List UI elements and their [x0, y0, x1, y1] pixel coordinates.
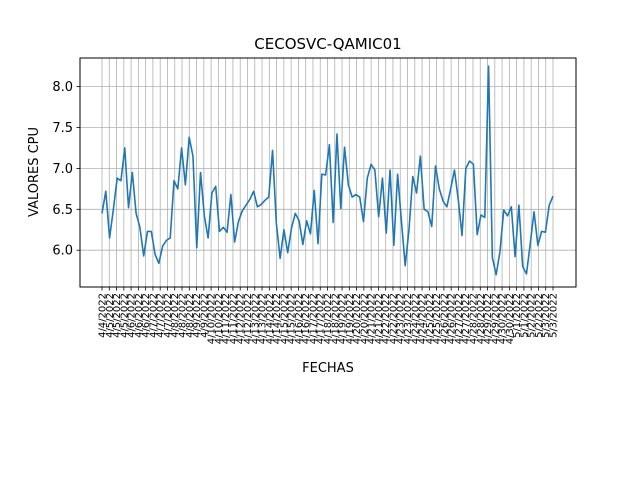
- x-tick-label: 4/5/2022: [119, 293, 130, 338]
- x-tick-label: 4/29/2022: [490, 293, 501, 344]
- x-tick-label: 4/24/2022: [418, 293, 429, 344]
- x-tick-label: 4/27/2022: [461, 293, 472, 344]
- x-tick-label: 4/29/2022: [483, 293, 494, 344]
- x-tick-label: 4/15/2022: [279, 293, 290, 344]
- x-tick-label: 5/1/2022: [512, 293, 523, 338]
- x-tick-label: 4/10/2022: [207, 293, 218, 344]
- y-tick-label: 8.0: [52, 80, 73, 95]
- x-tick-label: 4/26/2022: [439, 293, 450, 344]
- chart-title: CECOSVC-QAMIC01: [254, 35, 401, 53]
- x-tick-label: 4/12/2022: [236, 293, 247, 344]
- x-tick-label: 4/6/2022: [134, 293, 145, 338]
- x-tick-label: 4/8/2022: [178, 293, 189, 338]
- x-tick-label: 4/22/2022: [381, 293, 392, 344]
- x-tick-label: 4/15/2022: [287, 293, 298, 344]
- x-axis: 4/4/20224/5/20224/5/20224/5/20224/6/2022…: [98, 287, 560, 344]
- x-tick-label: 4/21/2022: [374, 293, 385, 344]
- grid: [80, 58, 576, 287]
- x-tick-label: 4/11/2022: [221, 293, 232, 344]
- x-tick-label: 4/13/2022: [250, 293, 261, 344]
- x-tick-label: 4/30/2022: [505, 293, 516, 344]
- x-tick-label: 4/21/2022: [367, 293, 378, 344]
- x-tick-label: 4/4/2022: [98, 293, 109, 338]
- cpu-series-line: [101, 65, 554, 276]
- x-tick-label: 4/8/2022: [185, 293, 196, 338]
- x-tick-label: 4/6/2022: [127, 293, 138, 338]
- x-tick-label: 4/20/2022: [359, 293, 370, 344]
- y-tick-label: 6.0: [52, 244, 73, 259]
- x-tick-label: 4/18/2022: [323, 293, 334, 344]
- x-tick-label: 4/26/2022: [447, 293, 458, 344]
- y-tick-label: 7.5: [52, 121, 73, 136]
- x-tick-label: 5/1/2022: [519, 293, 530, 338]
- x-tick-label: 4/10/2022: [214, 293, 225, 344]
- x-tick-label: 4/27/2022: [454, 293, 465, 344]
- x-tick-label: 5/2/2022: [527, 293, 538, 338]
- x-axis-label: FECHAS: [302, 361, 354, 376]
- x-tick-label: 4/19/2022: [345, 293, 356, 344]
- x-tick-label: 5/2/2022: [534, 293, 545, 338]
- x-tick-label: 4/9/2022: [192, 293, 203, 338]
- x-tick-label: 4/17/2022: [316, 293, 327, 344]
- x-tick-label: 4/7/2022: [148, 293, 159, 338]
- x-tick-label: 4/16/2022: [301, 293, 312, 344]
- y-axis: 6.0 6.5 7.0 7.5 8.0: [52, 80, 80, 259]
- x-tick-label: 4/22/2022: [388, 293, 399, 344]
- x-tick-label: 4/30/2022: [498, 293, 509, 344]
- x-tick-label: 4/28/2022: [468, 293, 479, 344]
- x-tick-label: 4/9/2022: [199, 293, 210, 338]
- x-tick-label: 4/11/2022: [228, 293, 239, 344]
- x-tick-label: 4/25/2022: [425, 293, 436, 344]
- x-tick-label: 4/7/2022: [163, 293, 174, 338]
- x-tick-label: 4/23/2022: [396, 293, 407, 344]
- x-tick-label: 4/20/2022: [352, 293, 363, 344]
- x-tick-label: 4/23/2022: [403, 293, 414, 344]
- x-tick-label: 4/7/2022: [156, 293, 167, 338]
- y-tick-label: 6.5: [52, 203, 73, 218]
- x-tick-label: 4/18/2022: [330, 293, 341, 344]
- x-tick-label: 5/3/2022: [541, 293, 552, 338]
- x-tick-label: 4/12/2022: [243, 293, 254, 344]
- x-tick-label: 4/5/2022: [112, 293, 123, 338]
- x-tick-label: 4/17/2022: [308, 293, 319, 344]
- x-tick-label: 4/5/2022: [105, 293, 116, 338]
- y-axis-label: VALORES CPU: [27, 127, 42, 217]
- x-tick-label: 4/14/2022: [272, 293, 283, 344]
- x-tick-label: 4/6/2022: [141, 293, 152, 338]
- plot-area-frame: [79, 57, 577, 288]
- x-tick-label: 4/28/2022: [476, 293, 487, 344]
- x-tick-label: 5/3/2022: [549, 293, 560, 338]
- x-tick-label: 4/8/2022: [170, 293, 181, 338]
- x-tick-label: 4/13/2022: [258, 293, 269, 344]
- x-tick-label: 4/19/2022: [338, 293, 349, 344]
- series-layer: [101, 65, 554, 276]
- x-tick-label: 4/14/2022: [265, 293, 276, 344]
- x-tick-label: 4/24/2022: [410, 293, 421, 344]
- y-tick-label: 7.0: [52, 162, 73, 177]
- x-tick-label: 4/16/2022: [294, 293, 305, 344]
- x-tick-label: 4/25/2022: [432, 293, 443, 344]
